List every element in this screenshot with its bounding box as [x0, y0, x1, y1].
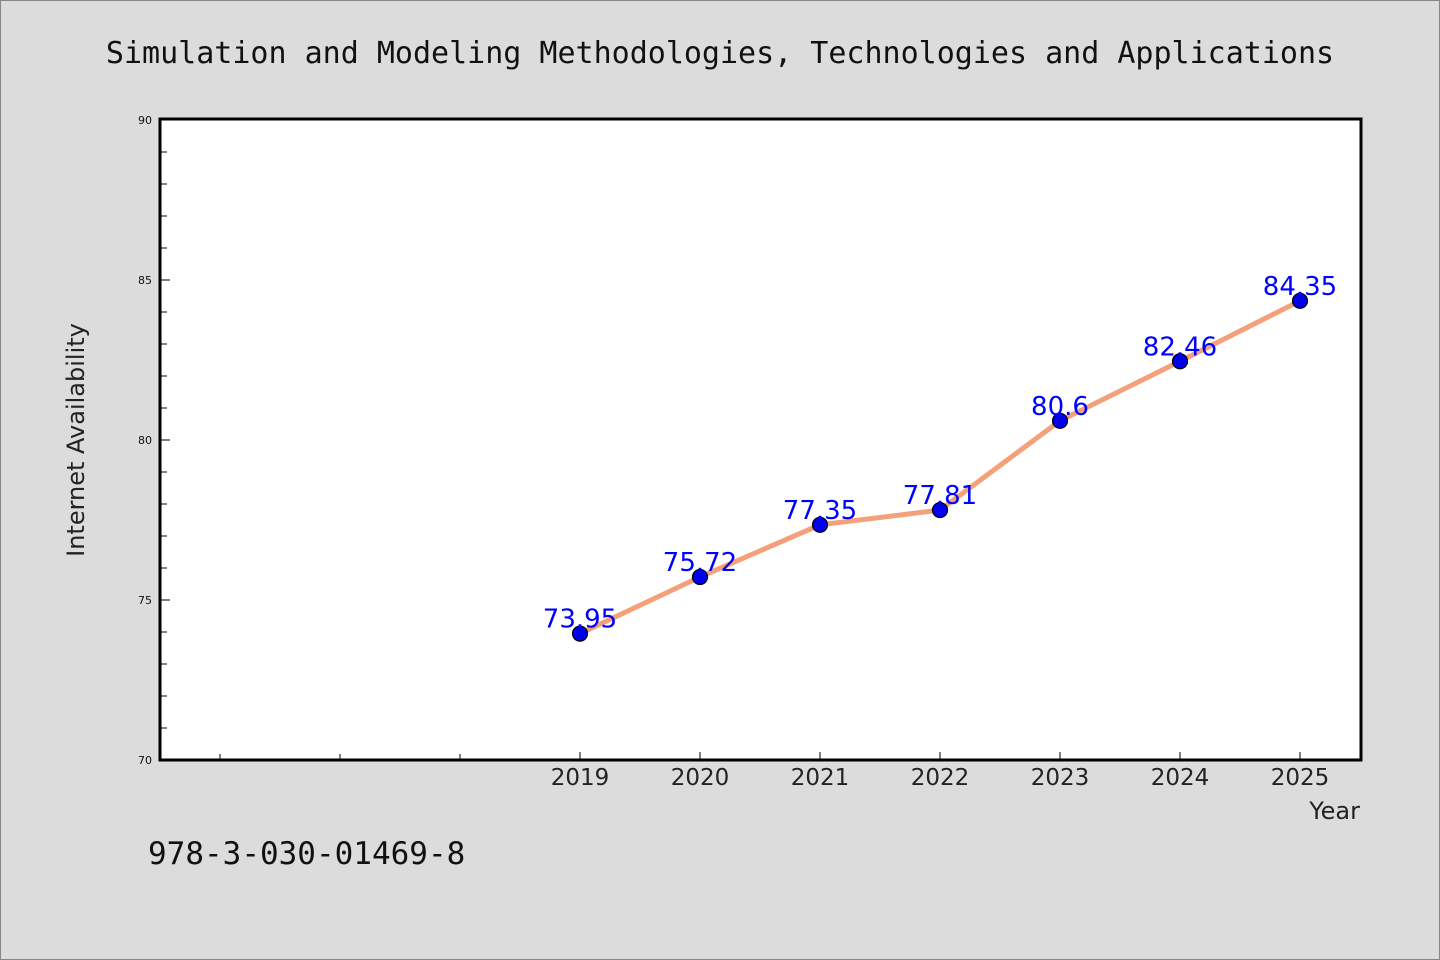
x-tick-label: 2023 [1031, 765, 1090, 791]
data-point [811, 516, 829, 533]
data-label: 73.95 [543, 605, 617, 635]
x-tick-label: 2022 [911, 765, 970, 791]
x-tick-label: 2025 [1271, 765, 1330, 791]
x-axis: 2019 2020 2021 2022 2023 2024 2025 [219, 752, 1330, 791]
data-label: 75.72 [663, 548, 737, 578]
x-tick-label: 2019 [551, 765, 610, 791]
chart-title: Simulation and Modeling Methodologies, T… [106, 36, 1334, 71]
y-axis: 70 75 80 85 90 [138, 114, 170, 767]
data-point [1171, 353, 1189, 370]
data-point [931, 501, 949, 519]
y-tick-label: 70 [138, 754, 152, 767]
y-tick-label: 80 [138, 434, 152, 447]
data-point [691, 568, 709, 586]
x-tick-label: 2024 [1151, 765, 1210, 791]
footer-isbn: 978-3-030-01469-8 [148, 836, 465, 872]
y-tick-label: 85 [138, 274, 152, 287]
data-label: 77.35 [783, 496, 857, 526]
data-label: 84.35 [1263, 272, 1337, 302]
y-tick-label: 90 [138, 114, 152, 127]
series-line-group: 73.95 75.72 77.35 77.81 80.6 82.46 84.35 [543, 272, 1337, 642]
x-axis-label: Year [1308, 797, 1360, 825]
x-tick-label: 2021 [791, 765, 850, 791]
plot-area [158, 117, 1363, 762]
data-label: 80.6 [1031, 392, 1089, 422]
y-axis-label: Internet Availability [62, 323, 90, 557]
data-point [571, 625, 589, 642]
data-label: 82.46 [1143, 332, 1217, 362]
data-point [1291, 292, 1309, 309]
y-tick-label: 75 [138, 594, 152, 607]
x-tick-label: 2020 [671, 765, 730, 791]
data-point [1051, 412, 1069, 429]
data-label: 77.81 [903, 481, 977, 511]
